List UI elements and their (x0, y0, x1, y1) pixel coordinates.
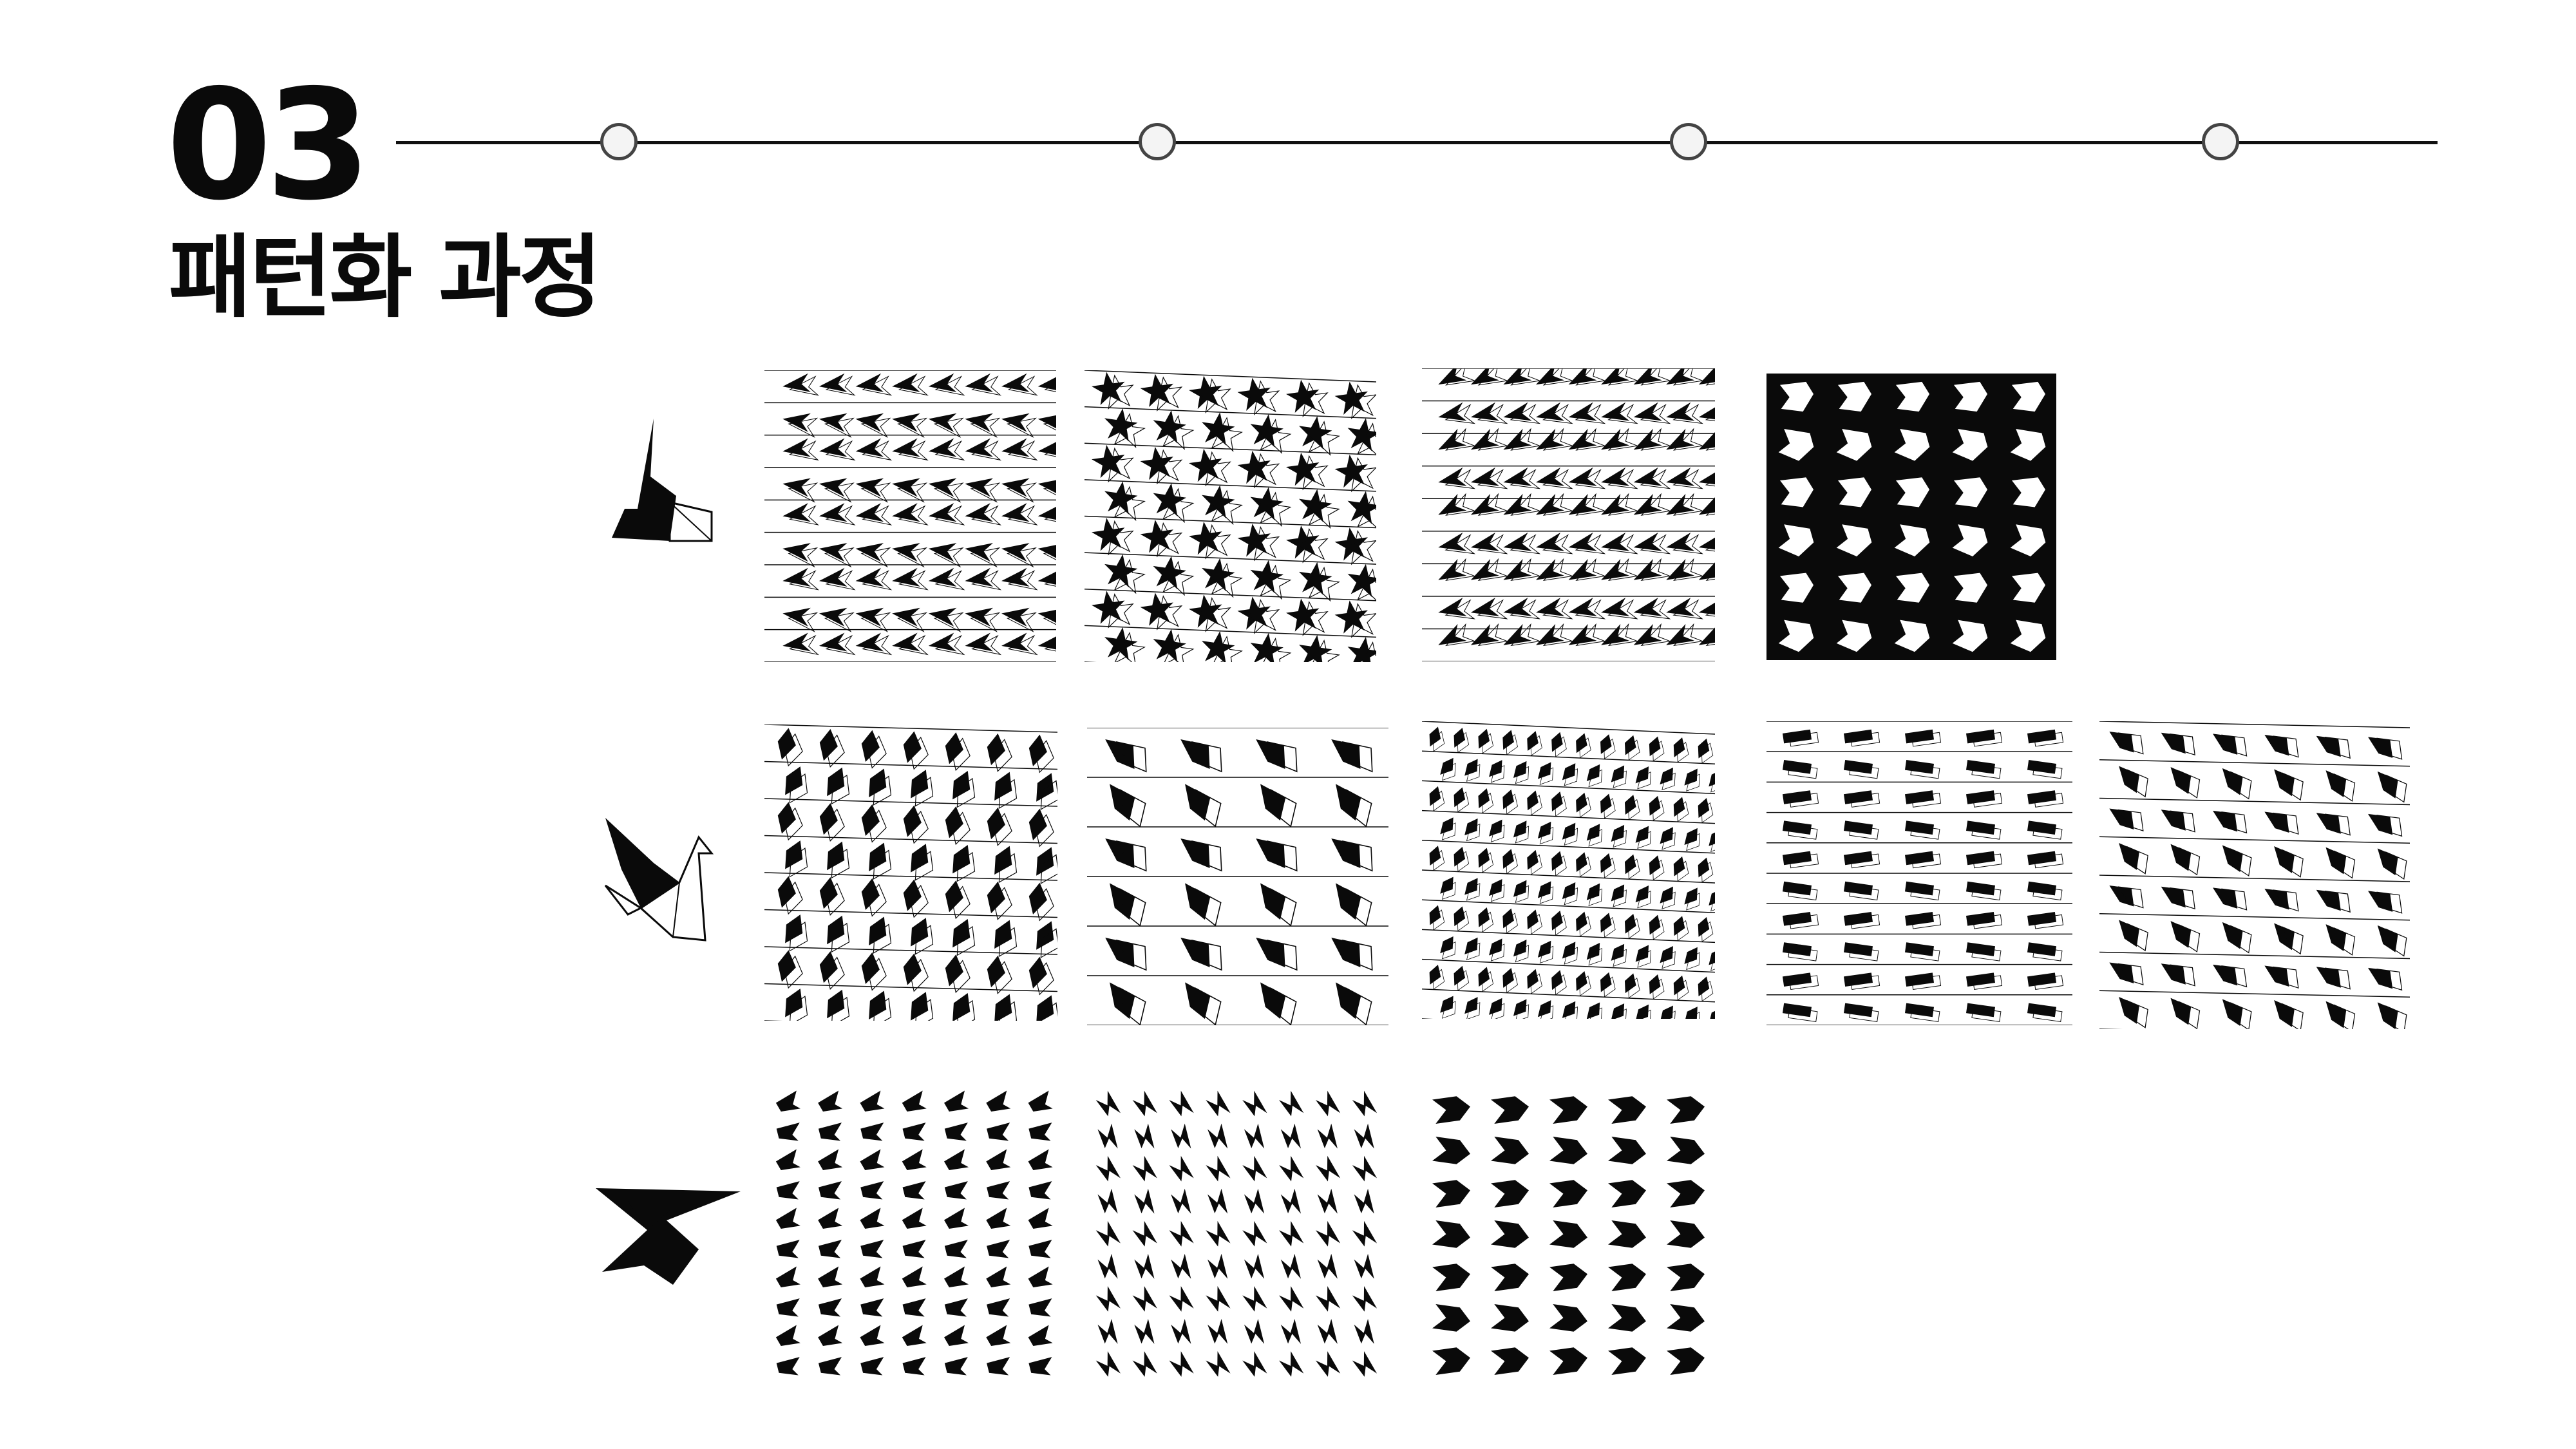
pattern-tile (1087, 728, 1388, 1025)
progress-step-4 (2202, 123, 2239, 160)
origami-crane-icon (602, 818, 718, 947)
pattern-tile (764, 724, 1057, 1021)
progress-step-2 (1139, 123, 1176, 160)
origami-fox-icon (599, 419, 715, 547)
pattern-tile (1422, 721, 1715, 1019)
progress-step-1 (600, 123, 638, 160)
pattern-tile (1084, 370, 1376, 662)
pattern-tile (1766, 374, 2056, 660)
progress-track (396, 141, 2438, 144)
pattern-tile (1766, 721, 2072, 1025)
section-title: 패턴화 과정 (169, 225, 602, 330)
pattern-tile (2099, 721, 2410, 1029)
progress-stepper (396, 116, 2438, 167)
pattern-tile (1422, 1088, 1715, 1381)
pattern-tile (1422, 368, 1715, 661)
origami-bolt-icon (596, 1182, 741, 1298)
section-number: 03 (166, 57, 371, 234)
pattern-tile (764, 370, 1056, 662)
pattern-tile (1090, 1088, 1383, 1381)
progress-step-3 (1670, 123, 1707, 160)
pattern-tile (768, 1088, 1062, 1381)
